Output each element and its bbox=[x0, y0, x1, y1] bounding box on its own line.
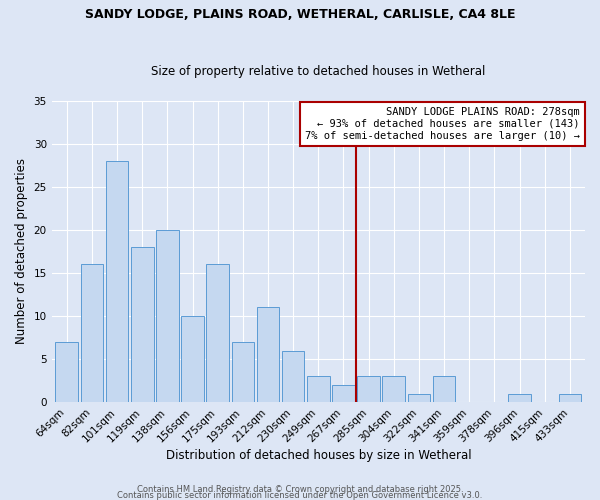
Text: Contains HM Land Registry data © Crown copyright and database right 2025.: Contains HM Land Registry data © Crown c… bbox=[137, 484, 463, 494]
Text: Contains public sector information licensed under the Open Government Licence v3: Contains public sector information licen… bbox=[118, 490, 482, 500]
Bar bbox=[206, 264, 229, 402]
Bar bbox=[181, 316, 204, 402]
Text: SANDY LODGE, PLAINS ROAD, WETHERAL, CARLISLE, CA4 8LE: SANDY LODGE, PLAINS ROAD, WETHERAL, CARL… bbox=[85, 8, 515, 20]
Bar bbox=[80, 264, 103, 402]
Title: Size of property relative to detached houses in Wetheral: Size of property relative to detached ho… bbox=[151, 66, 485, 78]
Text: SANDY LODGE PLAINS ROAD: 278sqm
← 93% of detached houses are smaller (143)
7% of: SANDY LODGE PLAINS ROAD: 278sqm ← 93% of… bbox=[305, 108, 580, 140]
X-axis label: Distribution of detached houses by size in Wetheral: Distribution of detached houses by size … bbox=[166, 450, 471, 462]
Bar bbox=[307, 376, 329, 402]
Bar bbox=[382, 376, 405, 402]
Bar bbox=[156, 230, 179, 402]
Bar bbox=[559, 394, 581, 402]
Bar bbox=[106, 161, 128, 402]
Bar bbox=[55, 342, 78, 402]
Bar bbox=[332, 385, 355, 402]
Bar bbox=[433, 376, 455, 402]
Bar bbox=[131, 247, 154, 402]
Y-axis label: Number of detached properties: Number of detached properties bbox=[15, 158, 28, 344]
Bar bbox=[232, 342, 254, 402]
Bar bbox=[282, 350, 304, 402]
Bar bbox=[508, 394, 531, 402]
Bar bbox=[358, 376, 380, 402]
Bar bbox=[407, 394, 430, 402]
Bar bbox=[257, 308, 280, 402]
